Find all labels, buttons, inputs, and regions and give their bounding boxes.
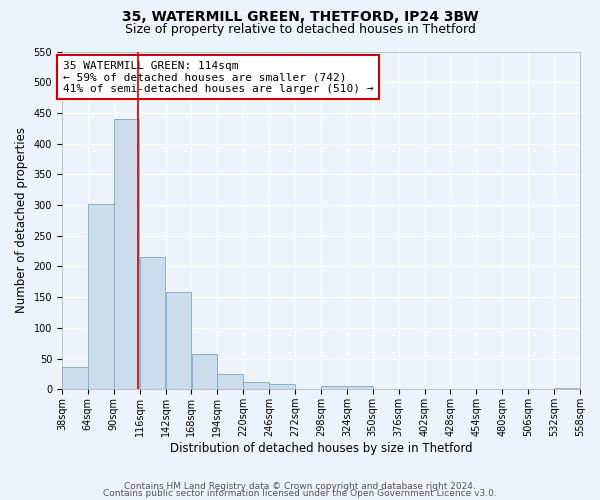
Bar (217, 374, 243, 390)
X-axis label: Distribution of detached houses by size in Thetford: Distribution of detached houses by size … (170, 442, 472, 455)
Bar (244, 382, 269, 390)
Bar (140, 258, 166, 390)
Bar (114, 119, 139, 390)
Bar (191, 354, 217, 390)
Text: Size of property relative to detached houses in Thetford: Size of property relative to detached ho… (125, 22, 475, 36)
Bar (269, 384, 295, 390)
Bar (88, 204, 113, 390)
Bar (347, 386, 373, 390)
Text: Contains public sector information licensed under the Open Government Licence v3: Contains public sector information licen… (103, 488, 497, 498)
Text: 35 WATERMILL GREEN: 114sqm
← 59% of detached houses are smaller (742)
41% of sem: 35 WATERMILL GREEN: 114sqm ← 59% of deta… (63, 60, 373, 94)
Bar (62, 366, 88, 390)
Text: Contains HM Land Registry data © Crown copyright and database right 2024.: Contains HM Land Registry data © Crown c… (124, 482, 476, 491)
Bar (166, 292, 191, 390)
Y-axis label: Number of detached properties: Number of detached properties (15, 128, 28, 314)
Text: 35, WATERMILL GREEN, THETFORD, IP24 3BW: 35, WATERMILL GREEN, THETFORD, IP24 3BW (122, 10, 478, 24)
Bar (321, 386, 347, 390)
Bar (554, 388, 580, 390)
